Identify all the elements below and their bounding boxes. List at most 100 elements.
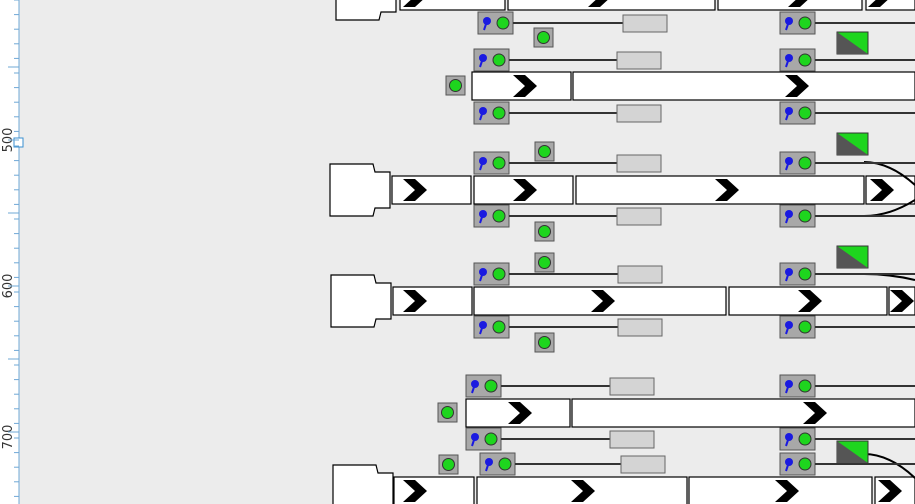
buffer-stop[interactable] <box>330 274 392 328</box>
shunt-lamp <box>538 336 551 349</box>
signal-lamp <box>798 16 812 30</box>
ruler-label: 700 <box>1 425 16 450</box>
signal-lamp <box>492 156 506 170</box>
signal-key-stem <box>785 274 789 282</box>
signal-key-head <box>785 268 793 276</box>
shunt-lamp <box>538 145 551 158</box>
signal-key-head <box>479 107 487 115</box>
ruler <box>0 0 19 504</box>
signal-lamp <box>498 457 512 471</box>
direction-arrow <box>403 480 427 502</box>
point-indicator-shade <box>837 246 868 268</box>
signal-label-box[interactable] <box>616 51 662 70</box>
track-section[interactable] <box>865 0 915 11</box>
ruler-marker[interactable] <box>13 137 24 148</box>
signal-label-box[interactable] <box>620 455 666 474</box>
signal-key-stem <box>479 60 483 68</box>
direction-arrow <box>798 290 822 312</box>
signal-label-box[interactable] <box>622 14 668 33</box>
signal-lamp <box>492 209 506 223</box>
direction-arrow <box>788 0 808 7</box>
signal-label-box[interactable] <box>616 207 662 226</box>
direction-arrow <box>513 179 537 201</box>
point-indicator-shade <box>837 133 868 155</box>
track-section[interactable] <box>717 0 863 11</box>
signal-key-stem <box>785 163 789 171</box>
track-section[interactable] <box>571 398 915 428</box>
shunt-lamp <box>538 225 551 238</box>
buffer-stop[interactable] <box>335 0 397 21</box>
signal-lamp <box>798 457 812 471</box>
direction-arrow <box>508 402 532 424</box>
signal-lamp <box>492 106 506 120</box>
buffer-stop[interactable] <box>332 464 394 504</box>
point-indicator-shade <box>837 32 868 54</box>
signal-key-head <box>471 380 479 388</box>
signal-lamp <box>798 106 812 120</box>
signal-key-head <box>471 433 479 441</box>
direction-arrow <box>403 290 427 312</box>
signal-lamp <box>496 16 510 30</box>
signal-key-stem <box>785 23 789 31</box>
track-section[interactable] <box>572 71 915 101</box>
direction-arrow <box>785 75 809 97</box>
track-section[interactable] <box>399 0 506 11</box>
signal-lamp <box>798 53 812 67</box>
signal-key-head <box>785 17 793 25</box>
signal-key-stem <box>785 327 789 335</box>
signal-lamp <box>798 432 812 446</box>
direction-arrow <box>591 290 615 312</box>
signal-key-stem <box>785 216 789 224</box>
signal-key-stem <box>471 439 475 447</box>
direction-arrow <box>775 480 799 502</box>
signal-lamp <box>492 53 506 67</box>
signal-key-stem <box>479 216 483 224</box>
signal-label-box[interactable] <box>616 104 662 123</box>
signal-lamp <box>798 209 812 223</box>
signal-label-box[interactable] <box>616 154 662 173</box>
signal-key-head <box>785 321 793 329</box>
signal-label-box[interactable] <box>609 430 655 449</box>
direction-arrow <box>803 402 827 424</box>
shunt-lamp <box>442 458 455 471</box>
direction-arrow <box>868 0 888 7</box>
signal-key-head <box>785 380 793 388</box>
signal-key-stem <box>471 386 475 394</box>
signal-key-stem <box>479 274 483 282</box>
signal-label-box[interactable] <box>609 377 655 396</box>
signal-key-head <box>785 107 793 115</box>
signal-key-head <box>479 54 487 62</box>
signal-key-head <box>485 458 493 466</box>
signal-key-stem <box>785 386 789 394</box>
shunt-lamp <box>441 406 454 419</box>
signal-key-stem <box>785 464 789 472</box>
signal-key-stem <box>479 113 483 121</box>
direction-arrow <box>403 179 427 201</box>
signal-key-head <box>785 458 793 466</box>
signal-key-stem <box>785 60 789 68</box>
signal-label-box[interactable] <box>617 318 663 337</box>
signal-key-head <box>479 157 487 165</box>
signal-lamp <box>798 156 812 170</box>
direction-arrow <box>890 290 914 312</box>
shunt-lamp <box>537 31 550 44</box>
signal-key-head <box>785 210 793 218</box>
signal-key-head <box>785 433 793 441</box>
direction-arrow <box>878 480 902 502</box>
signal-lamp <box>798 320 812 334</box>
signal-label-box[interactable] <box>617 265 663 284</box>
signal-key-head <box>479 268 487 276</box>
signal-lamp <box>484 379 498 393</box>
signal-key-stem <box>483 23 487 31</box>
signal-lamp <box>484 432 498 446</box>
track-section[interactable] <box>507 0 716 11</box>
signal-key-head <box>785 157 793 165</box>
signal-lamp <box>492 267 506 281</box>
direction-arrow <box>513 75 537 97</box>
buffer-stop[interactable] <box>329 163 391 217</box>
signal-key-stem <box>485 464 489 472</box>
signal-lamp <box>798 379 812 393</box>
track-section[interactable] <box>391 175 472 205</box>
